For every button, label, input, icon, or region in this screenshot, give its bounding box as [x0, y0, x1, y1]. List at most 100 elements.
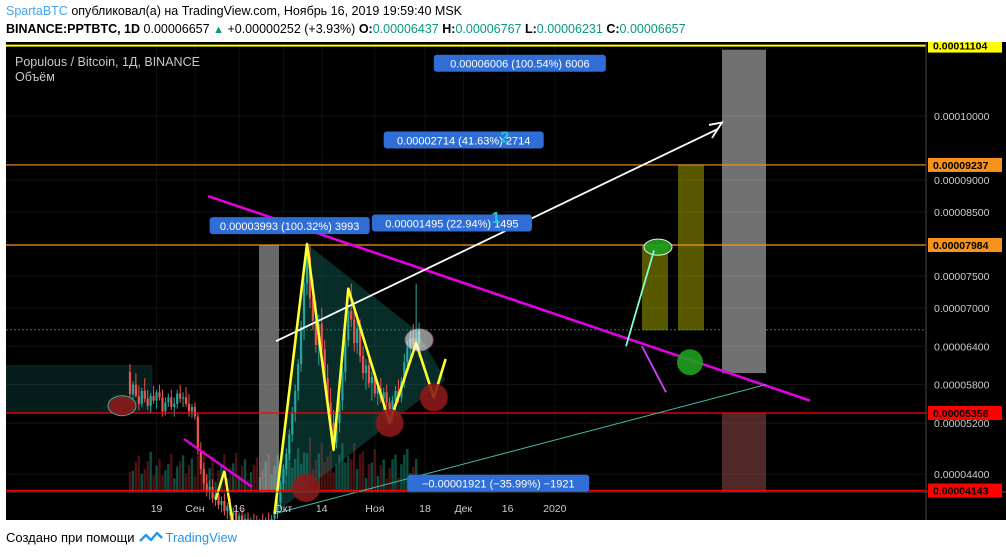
volume-bar — [332, 472, 335, 492]
volume-bar — [394, 454, 397, 492]
volume-bar — [143, 468, 146, 492]
candle-body — [406, 347, 409, 363]
y-tick-label: 0.00010000 — [934, 111, 990, 123]
high-label: H: — [442, 22, 456, 36]
measure-label: 0.00006006 (100.54%) 6006 — [450, 59, 589, 71]
price-badge — [928, 42, 1002, 53]
volume-bar — [217, 470, 220, 492]
price-chart[interactable]: 0.00006006 (100.54%) 6006 0.00002714 (41.… — [6, 42, 1006, 520]
volume-bar — [184, 473, 188, 492]
candle-body — [161, 397, 164, 412]
price-badge — [928, 483, 1002, 498]
volume-bar — [403, 454, 406, 492]
candle-body — [367, 365, 371, 384]
volume-bar — [187, 464, 191, 492]
candle-body — [373, 376, 376, 394]
measure-label: 0.00002714 (41.63%) 2714 — [397, 135, 530, 147]
volume-bar — [406, 448, 409, 492]
candle-body — [241, 515, 244, 520]
x-tick-label: 16 — [233, 503, 245, 515]
volume-bar — [237, 475, 241, 492]
candle-body — [382, 392, 385, 399]
price-badge-label: 0.00009237 — [933, 160, 989, 172]
tradingview-logo-icon — [138, 531, 163, 542]
measure-label: −0.00001921 (−35.99%) −1921 — [422, 479, 575, 491]
marker-green-circle — [677, 349, 703, 376]
volume-bar — [140, 474, 143, 492]
candle-body — [302, 283, 306, 328]
x-tick-label: Окт — [275, 503, 293, 515]
projection-arrow-head — [708, 121, 724, 139]
chart-area[interactable]: 0.00006006 (100.54%) 6006 0.00002714 (41.… — [6, 42, 1006, 520]
candle-body — [291, 413, 294, 435]
volume-bar — [149, 451, 152, 492]
volume-bar — [364, 477, 368, 492]
candle-body — [140, 391, 143, 404]
candle-body — [341, 371, 344, 401]
y-tick-label: 0.00009000 — [934, 175, 990, 187]
candle-body — [370, 376, 373, 384]
candle-body — [202, 468, 205, 484]
candle-body — [332, 422, 335, 443]
low-label: L: — [524, 22, 537, 36]
candle-body — [270, 518, 273, 520]
volume-bar — [196, 455, 200, 492]
volume-bar — [137, 455, 141, 492]
volume-bar — [335, 464, 338, 492]
price-badge-label: 0.00004143 — [933, 486, 989, 498]
volume-bar — [170, 453, 173, 492]
candle-body — [305, 256, 309, 284]
volume-bar — [296, 448, 300, 492]
high-value: 0.00006767 — [455, 22, 522, 36]
marker-red-circle — [375, 408, 404, 437]
price-badge-label: 0.00011104 — [933, 42, 987, 53]
measure-label-box — [433, 54, 606, 72]
candle-body — [246, 518, 250, 520]
chart-title: Populous / Bitcoin, 1Д, BINANCE — [15, 55, 200, 69]
volume-bar — [252, 464, 256, 492]
candle-body — [297, 364, 300, 392]
wave-count-label: 1 — [491, 210, 500, 227]
volume-bar — [294, 458, 297, 492]
volume-bar — [376, 475, 379, 492]
candle-body — [391, 400, 394, 417]
author-name[interactable]: SpartaBTC — [6, 4, 68, 18]
volume-bar — [379, 465, 382, 492]
volume-bar — [329, 450, 332, 492]
volume-bar — [347, 456, 350, 492]
volume-bar — [155, 465, 158, 492]
volume-bar — [350, 459, 353, 492]
volume-bar — [246, 479, 250, 492]
candle-body — [294, 391, 297, 414]
volume-bar — [158, 459, 161, 492]
candle-body — [146, 398, 149, 406]
volume-bar — [397, 477, 400, 492]
footer-brand-link[interactable]: TradingView — [165, 530, 238, 545]
candle-body — [235, 512, 238, 520]
volume-bar — [305, 453, 309, 492]
candle-body — [361, 355, 365, 374]
candle-body — [143, 391, 146, 399]
volume-bar — [370, 462, 374, 492]
candle-body — [350, 311, 353, 320]
candle-body — [403, 362, 406, 382]
price-badge — [928, 157, 1002, 172]
candle-body — [285, 453, 288, 469]
measure-zone-olive-2 — [678, 164, 704, 331]
measure-label: 0.00003993 (100.32%) 3993 — [220, 221, 359, 233]
candle-body — [356, 328, 359, 344]
volume-bar — [173, 478, 176, 492]
candle-body — [128, 371, 132, 395]
volume-bar — [314, 459, 318, 492]
marker-green-circle — [643, 238, 673, 256]
volume-bar — [373, 448, 377, 492]
volume-bar — [164, 470, 167, 492]
volume-bar — [385, 478, 388, 492]
x-tick-label: 16 — [502, 503, 514, 515]
volume-bar — [128, 471, 132, 492]
x-tick-label: Сен — [185, 503, 204, 515]
volume-bar — [190, 458, 194, 492]
volume-bar — [235, 452, 238, 492]
volume-bar — [178, 461, 182, 492]
footer: Создано при помощи TradingView — [6, 530, 237, 547]
